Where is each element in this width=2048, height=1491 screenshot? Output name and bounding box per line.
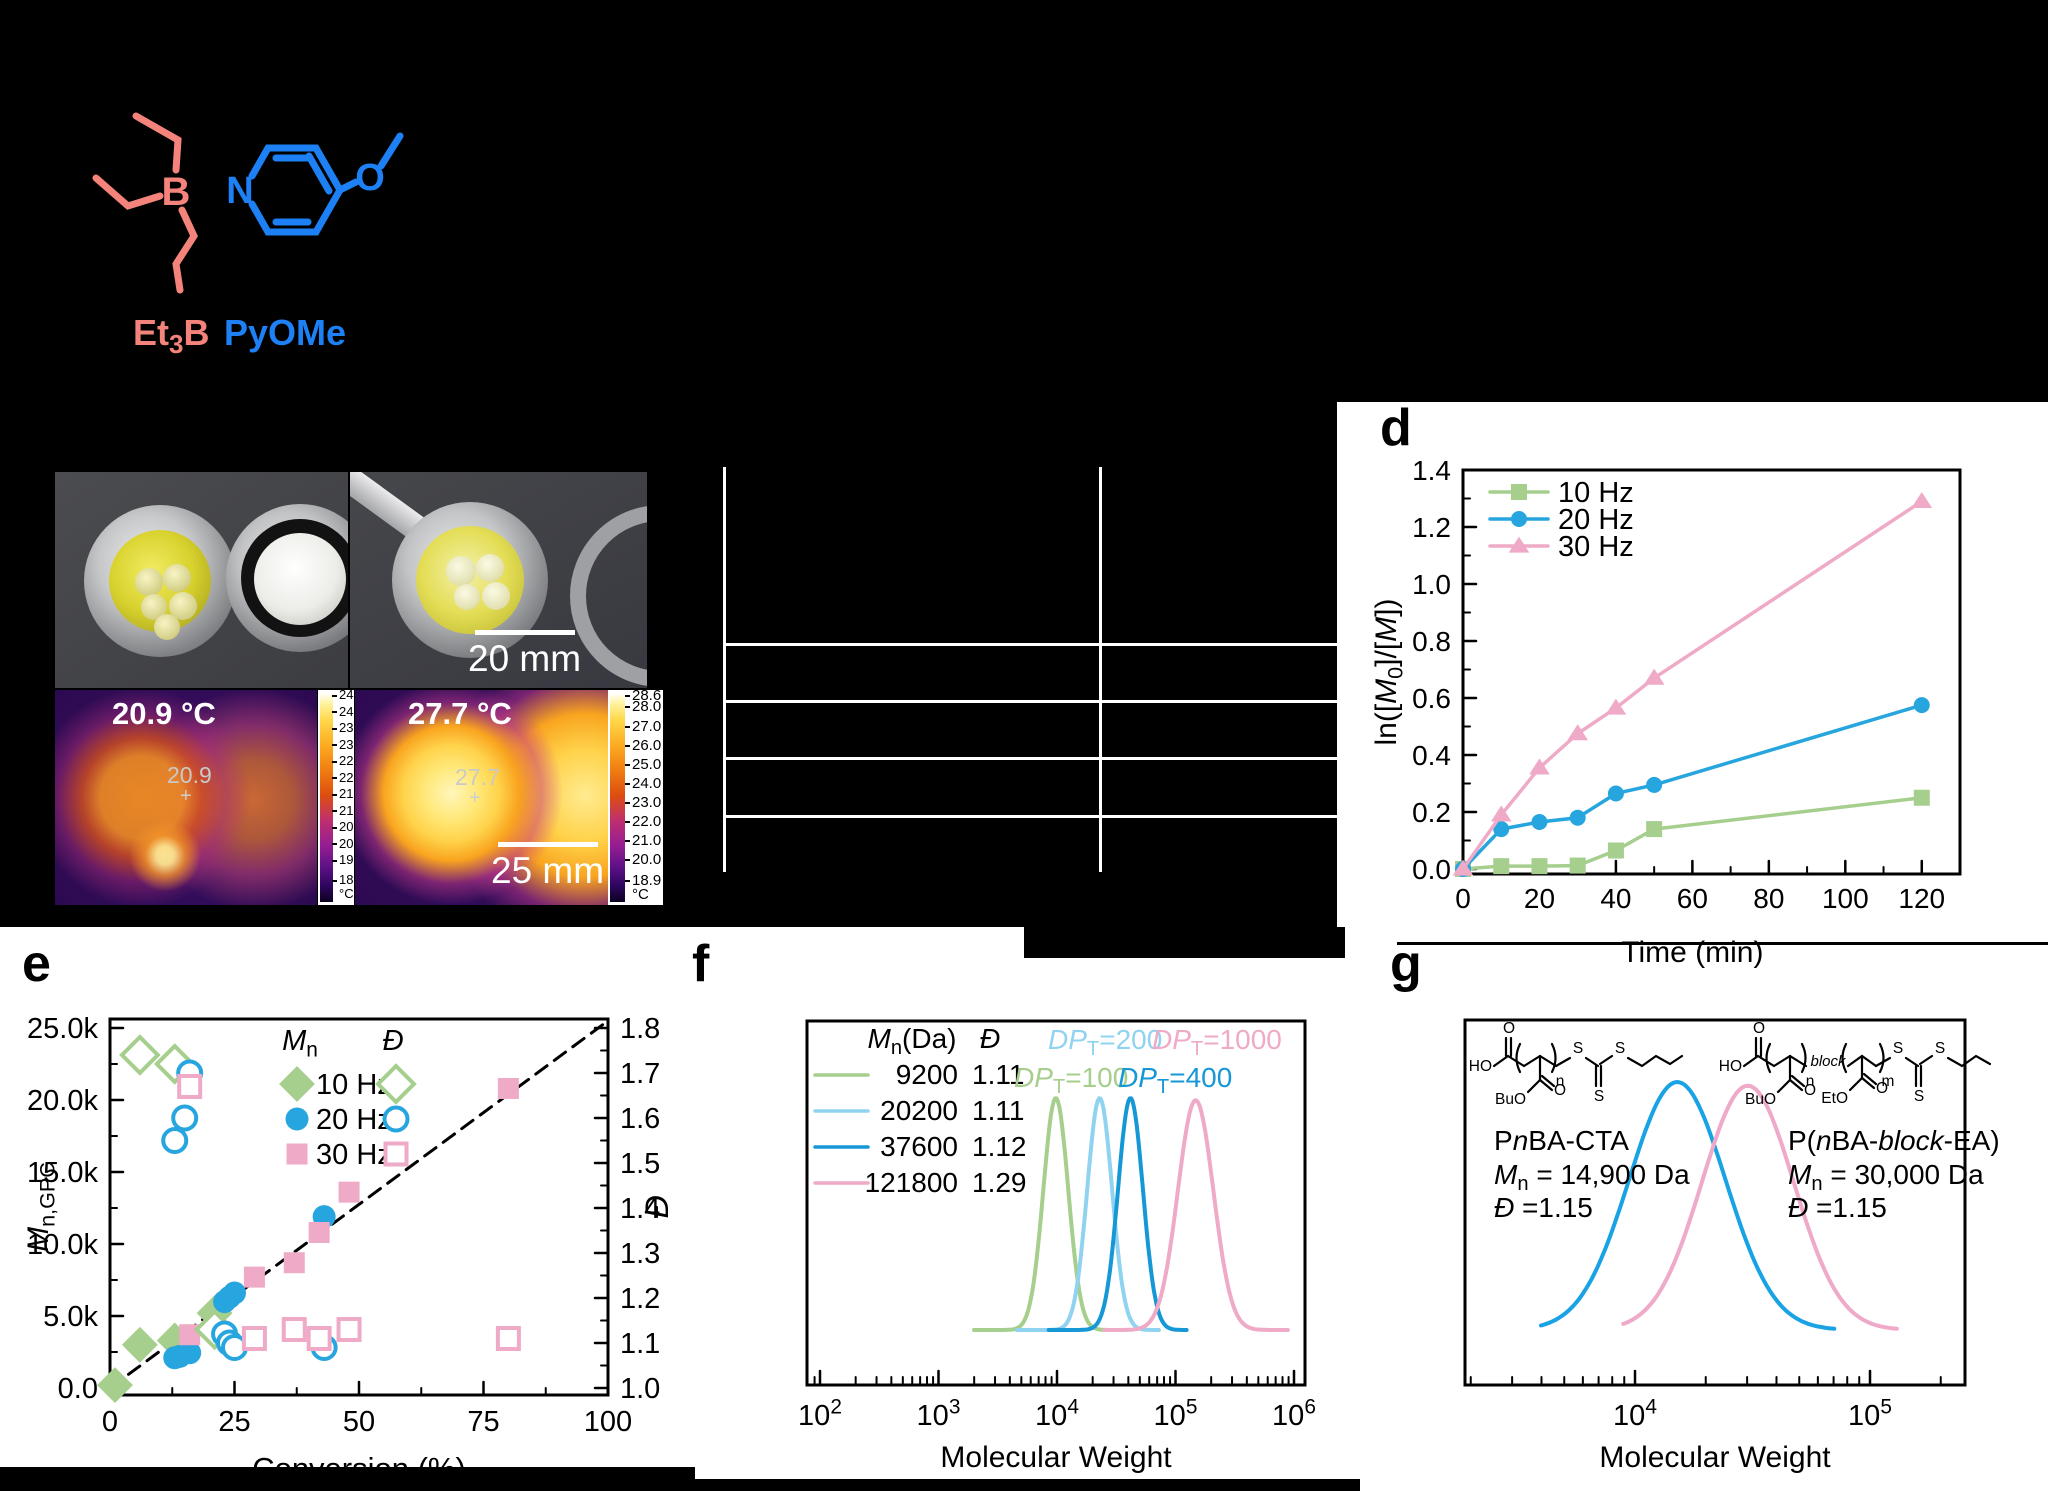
- thermal-high-spot-text: 27.7: [455, 764, 500, 790]
- et3b-structure: [92, 112, 198, 294]
- panel-label-f-text: f: [692, 935, 710, 993]
- panel-d-separator-rule: [1397, 942, 2048, 945]
- et3b-label-pre: Et: [133, 312, 169, 353]
- panel-label-e: e: [22, 938, 51, 990]
- milling-ball: [446, 556, 476, 586]
- colorbar-tick-label: 20.0: [625, 852, 661, 867]
- thermal-high-cross-text: +: [469, 787, 481, 809]
- table-horizontal-rule-2: [723, 700, 1337, 703]
- thermal-high-temperature-title: 27.7 °C: [408, 698, 512, 729]
- panel-label-f: f: [692, 938, 709, 990]
- panel-label-d-text: d: [1380, 399, 1412, 457]
- panel-label-e-text: e: [22, 935, 51, 993]
- thermal-low-title-text: 20.9 °C: [112, 696, 216, 731]
- photo-scale-bar: [475, 630, 575, 635]
- colorbar-unit-label: °C: [632, 886, 649, 903]
- thermal-low-spot-reading: 20.9: [167, 764, 212, 787]
- photo-scale-text: 20 mm: [468, 638, 582, 679]
- panel-label-g: g: [1390, 938, 1422, 990]
- table-vertical-rule-2: [1099, 467, 1102, 872]
- thermal-low-colorbar-gradient: [320, 693, 333, 902]
- thermal-image-high: 27.7 °C 27.7 + 25 mm: [355, 690, 608, 905]
- milling-ball: [163, 564, 191, 592]
- thermal-low-temperature-title: 20.9 °C: [112, 698, 216, 729]
- thermal-high-crosshair-icon: +: [469, 788, 481, 808]
- colorbar-unit-label: °C: [339, 886, 354, 901]
- colorbar-tick-label: 21.0: [625, 833, 661, 848]
- panel-label-d: d: [1380, 402, 1412, 454]
- et3b-label-post: B: [183, 312, 210, 353]
- et3b-label: Et3B: [133, 312, 210, 360]
- nitrogen-atom-label: N: [226, 170, 253, 212]
- thermal-high-colorbar: 28.6 28.0 27.0 26.0 25.0 24.0 23.0 22.0 21.0 20.0…: [608, 688, 663, 905]
- thermal-high-colorbar-gradient: [610, 693, 625, 902]
- milling-ball: [135, 568, 163, 596]
- pyome-label-text: PyOMe: [224, 312, 347, 353]
- colorbar-tick-label: 24.0: [625, 776, 661, 791]
- table-horizontal-rule-3: [723, 757, 1337, 760]
- thermal-low-cross-text: +: [180, 785, 192, 807]
- gap-strip: [1024, 927, 1345, 958]
- colorbar-tick-label: 27.0: [625, 719, 661, 734]
- bottom-crop-bar-left: [0, 1467, 695, 1491]
- pyome-label: PyOMe: [224, 315, 346, 351]
- table-vertical-rule-1: [723, 467, 726, 872]
- thermal-high-title-text: 27.7 °C: [408, 696, 512, 731]
- boron-atom-label: B: [162, 170, 191, 214]
- thermal-low-crosshair-icon: +: [180, 786, 192, 806]
- table-horizontal-rule-1: [723, 643, 1337, 646]
- thermal-image-low: 20.9 °C 20.9 +: [55, 690, 317, 905]
- thermal-high-spot-reading: 27.7: [455, 766, 500, 789]
- white-ball-large: [254, 533, 346, 625]
- thermal-scale-label: 25 mm: [491, 852, 604, 889]
- colorbar-tick-label: 18.9: [625, 873, 661, 888]
- colorbar-tick-label: 22.0: [625, 814, 661, 829]
- colorbar-tick-label: 26.0: [625, 738, 661, 753]
- thermal-low-colorbar: 24.5 24.0 23.5 23.0 22.5 22.0 21.5 21.0 20.5 20.0…: [318, 688, 364, 905]
- bottom-row-background: [0, 927, 2048, 1491]
- milling-ball: [454, 584, 480, 610]
- photo-scale-label: 20 mm: [468, 640, 581, 677]
- oxygen-atom-label: O: [355, 157, 385, 199]
- panel-label-g-text: g: [1390, 935, 1422, 993]
- milling-ball: [476, 554, 504, 582]
- colorbar-tick-label: 28.0: [625, 699, 661, 714]
- bottom-crop-bar-middle: [695, 1479, 1360, 1491]
- milling-ball: [154, 614, 180, 640]
- thermal-scale-bar: [498, 842, 598, 847]
- partial-jar-rim: [570, 505, 647, 687]
- pyome-structure: [248, 132, 404, 236]
- colorbar-tick-label: 25.0: [625, 757, 661, 772]
- thermal-scale-text: 25 mm: [491, 850, 605, 891]
- milling-ball: [482, 582, 510, 610]
- et3b-label-sub: 3: [169, 329, 184, 360]
- jar-photo-before: [55, 472, 348, 688]
- thermal-low-spot-text: 20.9: [167, 762, 212, 788]
- colorbar-tick-label: 23.0: [625, 795, 661, 810]
- jar-photo-after: 20 mm: [350, 472, 647, 688]
- table-horizontal-rule-4: [723, 815, 1337, 818]
